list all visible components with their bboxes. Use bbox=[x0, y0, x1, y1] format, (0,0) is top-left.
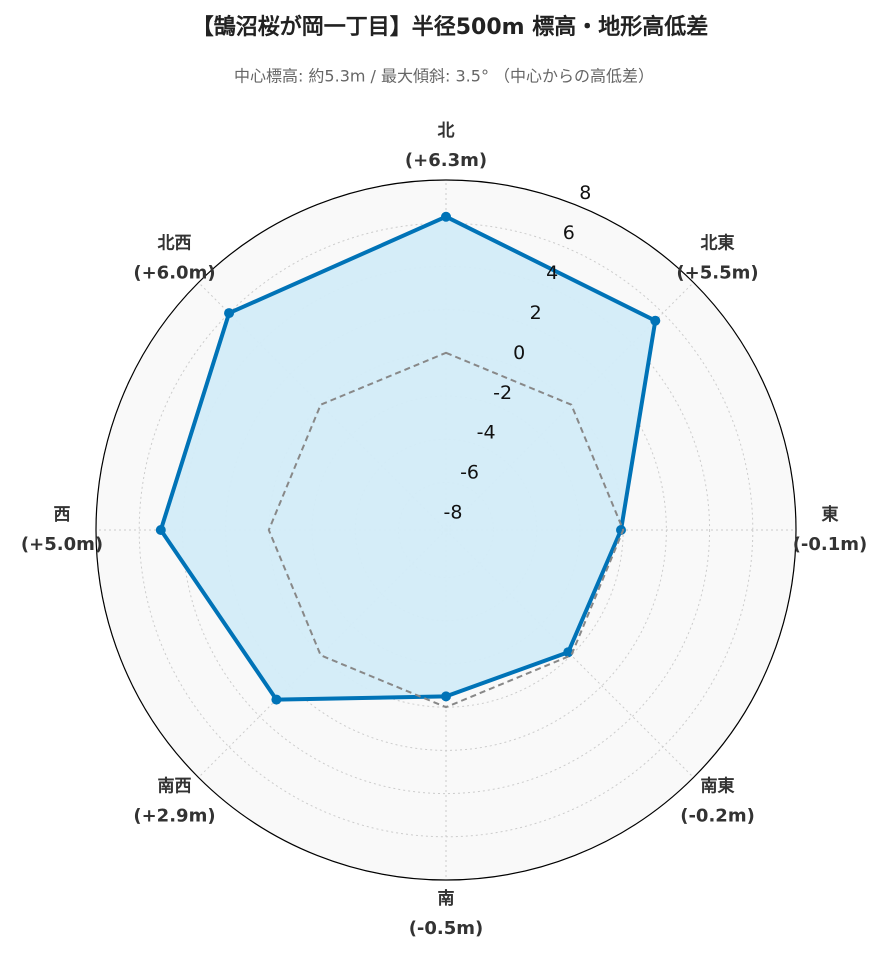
data-point bbox=[441, 211, 451, 222]
category-label: 北東 bbox=[701, 232, 735, 253]
value-label: (+6.0m) bbox=[133, 262, 215, 283]
data-point bbox=[271, 694, 282, 705]
value-label: (-0.5m) bbox=[409, 918, 484, 939]
radial-tick-label: 6 bbox=[563, 222, 575, 244]
data-point bbox=[650, 315, 661, 326]
data-point bbox=[563, 647, 574, 658]
data-point bbox=[155, 525, 166, 535]
data-point bbox=[441, 691, 451, 702]
category-label: 南西 bbox=[157, 776, 191, 797]
radial-tick-label: 2 bbox=[530, 302, 542, 324]
category-label: 南 bbox=[438, 888, 455, 909]
radial-tick-label: 8 bbox=[579, 182, 591, 204]
radial-tick-label: -4 bbox=[477, 422, 496, 444]
category-label: 西 bbox=[54, 505, 71, 525]
category-label: 東 bbox=[822, 504, 839, 525]
category-label: 南東 bbox=[701, 776, 735, 797]
radial-tick-label: 4 bbox=[546, 262, 558, 284]
value-label: (+2.9m) bbox=[133, 806, 215, 827]
category-label: 北 bbox=[438, 121, 455, 141]
radial-tick-label: -2 bbox=[493, 382, 512, 404]
data-point bbox=[224, 308, 235, 319]
chart-subtitle: 中心標高: 約5.3m / 最大傾斜: 3.5° （中心からの高低差） bbox=[234, 67, 654, 86]
radial-tick-label: -8 bbox=[444, 502, 463, 524]
plot-border bbox=[95, 179, 797, 881]
value-label: (-0.2m) bbox=[680, 806, 755, 827]
category-label: 北西 bbox=[157, 233, 191, 253]
chart-title: 【鵠沼桜が岡一丁目】半径500m 標高・地形高低差 bbox=[192, 14, 709, 40]
radial-tick-label: -6 bbox=[460, 462, 479, 484]
value-label: (-0.1m) bbox=[793, 534, 868, 555]
radial-tick-label: 0 bbox=[513, 342, 525, 364]
reference-line bbox=[267, 351, 625, 709]
value-label: (+5.5m) bbox=[676, 262, 758, 283]
value-label: (+5.0m) bbox=[21, 534, 103, 555]
value-label: (+6.3m) bbox=[405, 150, 487, 171]
data-point bbox=[616, 525, 626, 535]
